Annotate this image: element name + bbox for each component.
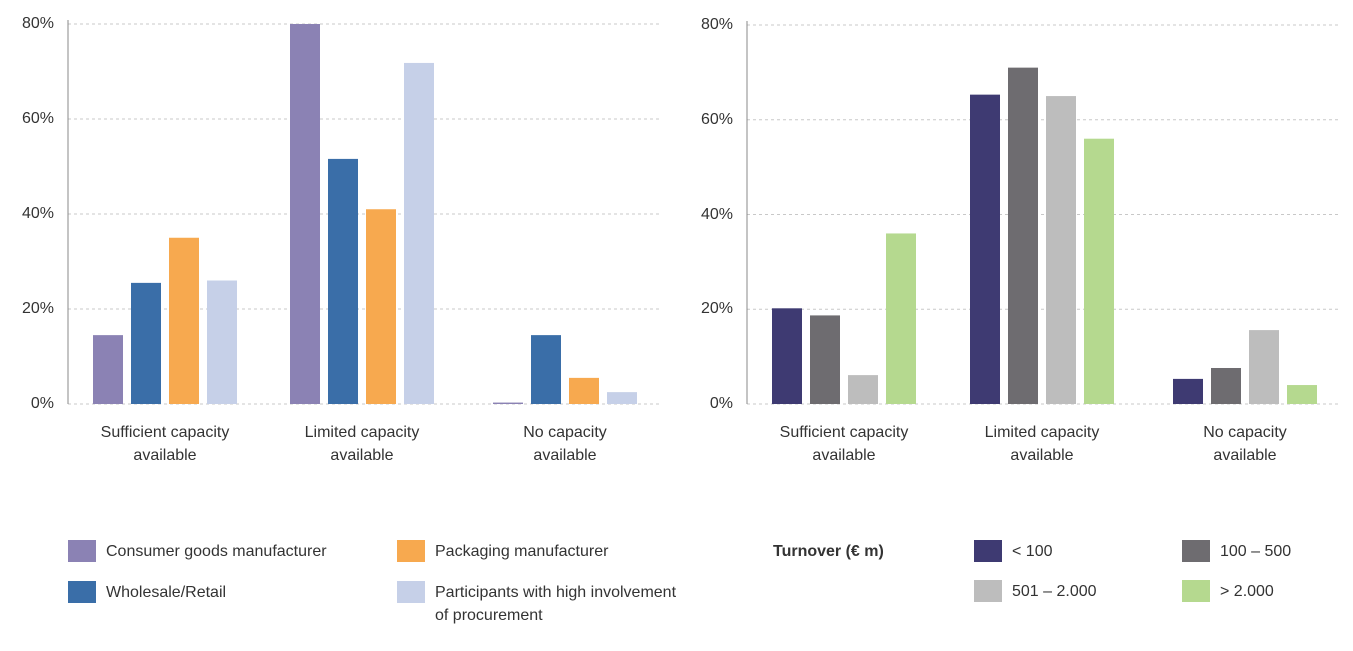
y-tick-label: 0% [709,395,733,412]
x-tick-label: Sufficient capacity available [779,424,909,464]
x-tick-label: No capacity available [1203,424,1287,464]
bar [493,402,523,404]
legend-swatch [1182,540,1210,562]
legend-label: 501 – 2.000 [1012,583,1097,600]
bar [1173,378,1203,404]
legend-swatch [974,580,1002,602]
legend-title: Turnover (€ m) [773,543,884,560]
y-tick-label: 20% [700,300,733,318]
y-tick-label: 60% [21,110,54,127]
legend-swatch [68,581,96,603]
bar [93,335,123,404]
y-tick-label: 60% [700,110,733,128]
legend-label: Wholesale/Retail [106,584,227,601]
legend-label: > 2.000 [1220,583,1274,600]
bar [970,94,1000,405]
legend-swatch [397,581,425,603]
y-tick-label: 0% [30,395,54,412]
legend-label: 100 – 500 [1220,543,1292,560]
bar [1287,385,1317,404]
x-tick-label: No capacity available [523,424,607,464]
bar [1008,67,1038,404]
bar [1046,96,1076,404]
legend-label: Packaging manufacturer [435,543,609,560]
bar [1084,138,1114,404]
y-tick-label: 80% [700,16,733,33]
bar [290,24,320,404]
bar [810,315,840,404]
bar [886,233,916,404]
bar [569,377,599,404]
bar [772,308,802,404]
y-tick-label: 40% [700,205,733,223]
bar [131,282,161,404]
bar [607,392,637,404]
bar [404,62,434,404]
bar [207,280,237,404]
x-tick-label: Limited capacity available [304,424,420,464]
legend-swatch [974,540,1002,562]
bar [1249,330,1279,404]
legend-label: < 100 [1012,543,1053,560]
legend-label: Consumer goods manufacturer [106,543,327,560]
bar [1211,367,1241,404]
y-tick-label: 80% [21,15,54,32]
bar [848,375,878,404]
x-tick-label: Sufficient capacity available [100,424,230,464]
bar [366,209,396,404]
legend-swatch [397,540,425,562]
legend-label: Participants with high involvement of pr… [435,584,677,624]
legend-swatch [1182,580,1210,602]
bar [169,237,199,404]
y-tick-label: 20% [21,300,54,317]
y-tick-label: 40% [21,205,54,222]
legend-swatch [68,540,96,562]
bar [531,335,561,404]
x-tick-label: Limited capacity available [984,424,1100,464]
bar [328,158,358,404]
